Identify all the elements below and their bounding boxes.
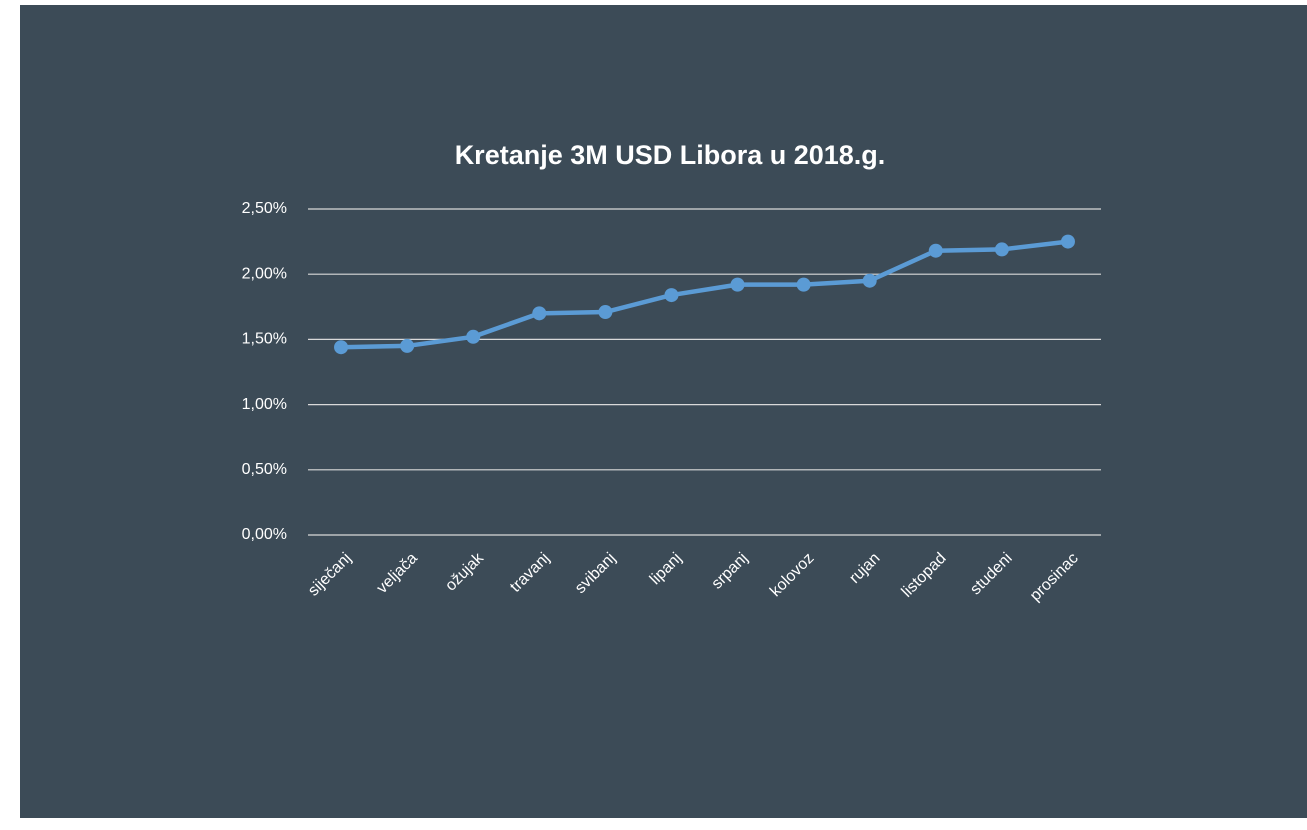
chart-title: Kretanje 3M USD Libora u 2018.g. <box>455 140 886 170</box>
y-tick-label: 0,50% <box>242 461 287 478</box>
series-marker <box>598 305 613 320</box>
y-tick-label: 2,50% <box>242 200 287 217</box>
series-marker <box>466 329 481 344</box>
series-marker <box>796 277 811 292</box>
series-marker <box>400 338 415 353</box>
y-tick-label: 0,00% <box>242 526 287 543</box>
y-tick-label: 2,00% <box>242 265 287 282</box>
chart-background <box>20 5 1307 818</box>
series-marker <box>730 277 745 292</box>
y-tick-label: 1,50% <box>242 331 287 348</box>
series-marker <box>532 306 547 321</box>
series-marker <box>862 273 877 288</box>
y-tick-label: 1,00% <box>242 396 287 413</box>
series-marker <box>1060 234 1075 249</box>
series-line <box>340 239 1069 350</box>
series-marker <box>928 243 943 258</box>
series-marker <box>994 242 1009 257</box>
series-marker <box>334 340 349 355</box>
series-marker <box>664 288 679 303</box>
